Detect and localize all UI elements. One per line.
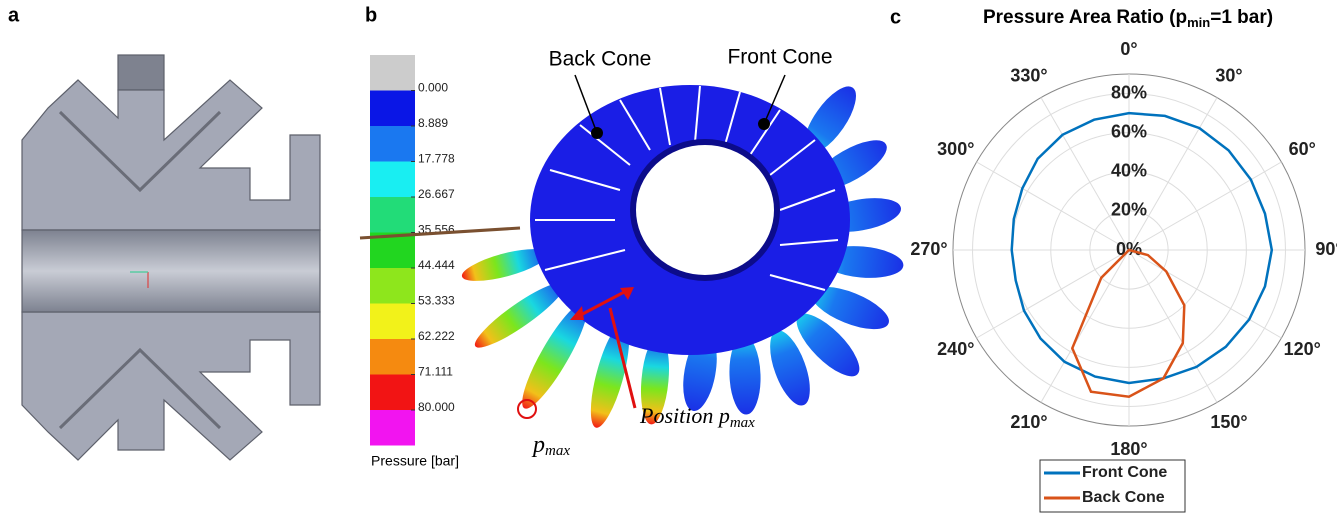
theta-tick-label: 330° xyxy=(1010,66,1047,86)
r-tick-label: 60% xyxy=(1111,121,1147,141)
colorbar-tick-label: 8.889 xyxy=(418,116,448,130)
theta-tick-label: 180° xyxy=(1110,439,1147,459)
panel-label: a xyxy=(8,4,20,26)
colorbar-tick-label: 62.222 xyxy=(418,329,455,343)
theta-tick-label: 90° xyxy=(1315,239,1337,259)
panel-label: c xyxy=(890,6,901,28)
theta-tick-label: 150° xyxy=(1210,412,1247,432)
color-block xyxy=(370,268,415,304)
colorbar-tick-label: 53.333 xyxy=(418,294,455,308)
colorbar: 0.0008.88917.77826.66735.55644.44453.333… xyxy=(370,55,455,446)
colorbar-tick-label: 26.667 xyxy=(418,187,455,201)
theta-tick-label: 0° xyxy=(1120,39,1137,59)
color-block xyxy=(370,126,415,162)
legend-label: Front Cone xyxy=(1082,464,1167,481)
annotation: Front Cone xyxy=(727,46,832,69)
color-block xyxy=(370,339,415,375)
color-block xyxy=(370,375,415,411)
chart-title: Pressure Area Ratio (pmin=1 bar) xyxy=(983,7,1273,30)
annotation: pmax xyxy=(531,432,570,460)
colorbar-tick-label: 71.111 xyxy=(418,365,453,379)
colorbar-tick-label: 44.444 xyxy=(418,258,455,272)
color-block xyxy=(370,304,415,340)
theta-tick-label: 240° xyxy=(937,339,974,359)
r-tick-label: 20% xyxy=(1111,200,1147,220)
panel-label: b xyxy=(365,4,377,26)
theta-tick-label: 60° xyxy=(1289,139,1316,159)
r-tick-label: 80% xyxy=(1111,82,1147,102)
color-block xyxy=(370,91,415,127)
figure: a b 0.0008.88917.77826.66735.55644.44453… xyxy=(0,0,1337,514)
theta-tick-label: 300° xyxy=(937,139,974,159)
color-block xyxy=(370,162,415,198)
color-block xyxy=(370,197,415,233)
cad-section xyxy=(22,55,320,460)
legend-label: Back Cone xyxy=(1082,489,1165,506)
colorbar-tick-label: 80.000 xyxy=(418,400,455,414)
r-tick-label: 40% xyxy=(1111,161,1147,181)
color-block xyxy=(370,55,415,91)
colorbar-title: Pressure [bar] xyxy=(371,453,459,469)
theta-tick-label: 120° xyxy=(1284,339,1321,359)
theta-tick-label: 30° xyxy=(1215,66,1242,86)
theta-tick-label: 270° xyxy=(910,239,947,259)
theta-tick-label: 210° xyxy=(1010,412,1047,432)
colorbar-tick-label: 17.778 xyxy=(418,152,455,166)
polar-chart: 0° 30° 60° 90° 120° 150° 180° 210° 240° 270° 300° 3… xyxy=(910,39,1337,512)
color-block xyxy=(370,410,415,446)
colorbar-tick-label: 0.000 xyxy=(418,81,448,95)
annotation: Back Cone xyxy=(549,48,652,71)
